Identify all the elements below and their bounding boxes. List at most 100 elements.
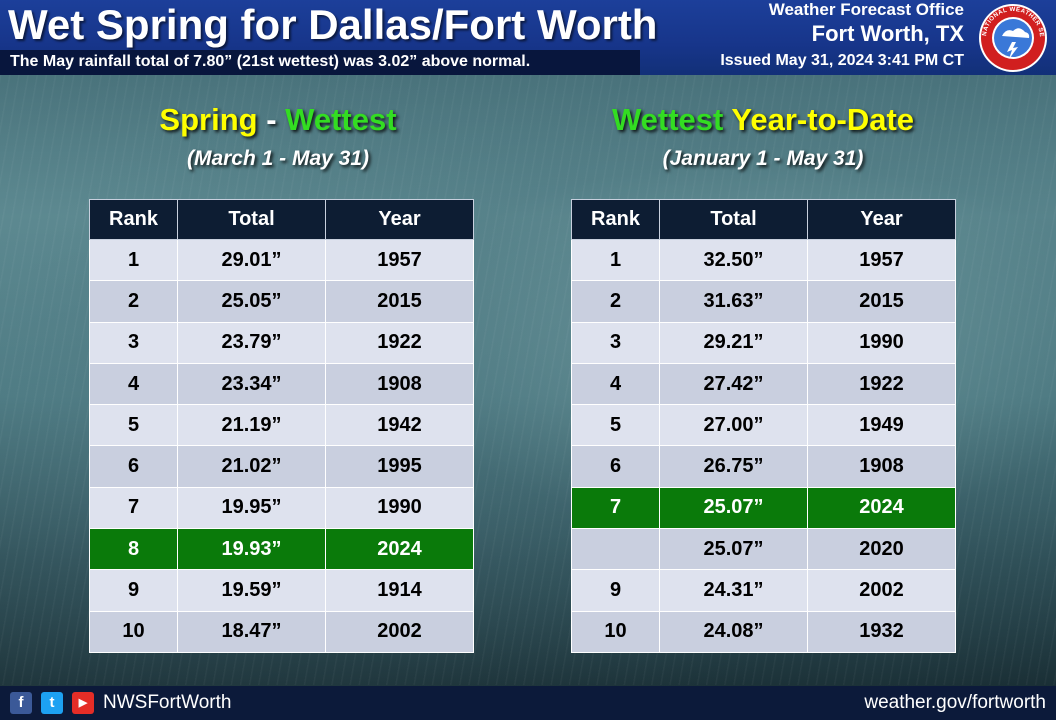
- issued-timestamp: Issued May 31, 2024 3:41 PM CT: [720, 52, 964, 69]
- rank-cell: 1: [571, 238, 660, 282]
- table-header-row: Rank Total Year: [89, 199, 474, 240]
- table-row: 5 21.19” 1942: [89, 404, 474, 447]
- table-row: 10 24.08” 1932: [571, 610, 956, 653]
- subtitle-bar: [0, 50, 640, 75]
- right-title-part2: Year-to-Date: [731, 102, 915, 137]
- rank-cell: 10: [571, 610, 660, 653]
- rank-cell: 5: [571, 404, 660, 447]
- year-cell: 1995: [325, 445, 474, 488]
- table-row: 9 19.59” 1914: [89, 569, 474, 612]
- spring-wettest-table: Rank Total Year 1 29.01” 1957 2 25.05” 2015 …: [89, 199, 474, 653]
- year-cell: 2015: [325, 280, 474, 323]
- table-header-row: Rank Total Year: [571, 199, 956, 240]
- rank-cell: 3: [571, 321, 660, 364]
- table-row: 4 23.34” 1908: [89, 362, 474, 406]
- rank-cell: 8: [89, 528, 178, 571]
- rank-cell: [571, 528, 660, 571]
- rank-cell: 3: [89, 321, 178, 364]
- year-cell: 1942: [325, 404, 474, 447]
- total-cell: 25.07”: [659, 528, 808, 571]
- table-row-highlight-2024: 8 19.93” 2024: [89, 528, 474, 571]
- year-cell: 2015: [807, 280, 956, 323]
- table-row: 25.07” 2020: [571, 528, 956, 571]
- total-cell: 29.21”: [659, 321, 808, 364]
- total-cell: 32.50”: [659, 238, 808, 282]
- rank-cell: 1: [89, 238, 178, 282]
- left-title-part1: Spring: [159, 102, 258, 137]
- rank-cell: 2: [89, 280, 178, 323]
- footer-bar: [0, 686, 1056, 720]
- year-cell: 1990: [325, 486, 474, 530]
- youtube-icon[interactable]: ▶: [72, 692, 94, 714]
- total-cell: 19.59”: [177, 569, 326, 612]
- ytd-wettest-table: Rank Total Year 1 32.50” 1957 2 31.63” 2015 …: [571, 199, 956, 653]
- office-location: Fort Worth, TX: [811, 21, 964, 46]
- facebook-icon[interactable]: f: [10, 692, 32, 714]
- total-cell: 23.79”: [177, 321, 326, 364]
- website-link[interactable]: weather.gov/fortworth: [864, 692, 1046, 713]
- left-title-part2: Wettest: [285, 102, 397, 137]
- rank-cell: 7: [571, 486, 660, 530]
- year-cell: 1922: [325, 321, 474, 364]
- total-cell: 27.42”: [659, 362, 808, 406]
- year-cell: 1908: [325, 362, 474, 406]
- year-cell: 1949: [807, 404, 956, 447]
- office-label: Weather Forecast Office: [768, 0, 964, 19]
- rank-cell: 9: [89, 569, 178, 612]
- right-title-part1: Wettest: [611, 102, 724, 137]
- table-row: 10 18.47” 2002: [89, 610, 474, 653]
- page-title: Wet Spring for Dallas/Fort Worth: [8, 1, 658, 48]
- rank-cell: 2: [571, 280, 660, 323]
- rank-cell: 6: [89, 445, 178, 488]
- table-row: 5 27.00” 1949: [571, 404, 956, 447]
- table-row: 4 27.42” 1922: [571, 362, 956, 406]
- total-column-header: Total: [177, 199, 326, 240]
- table-row: 3 23.79” 1922: [89, 321, 474, 364]
- year-cell: 2002: [807, 569, 956, 612]
- left-section-subtitle: (March 1 - May 31): [186, 147, 370, 170]
- year-column-header: Year: [807, 199, 956, 240]
- table-row-highlight-2024: 7 25.07” 2024: [571, 486, 956, 530]
- table-row: 7 19.95” 1990: [89, 486, 474, 530]
- rank-cell: 4: [89, 362, 178, 406]
- year-cell: 1922: [807, 362, 956, 406]
- right-section-title: Wettest Year-to-Date: [563, 102, 963, 138]
- table-row: 2 25.05” 2015: [89, 280, 474, 323]
- rank-column-header: Rank: [571, 199, 660, 240]
- total-cell: 27.00”: [659, 404, 808, 447]
- table-row: 2 31.63” 2015: [571, 280, 956, 323]
- social-handle[interactable]: NWSFortWorth: [103, 692, 232, 713]
- left-section-title: Spring - Wettest: [78, 102, 478, 138]
- year-cell: 2002: [325, 610, 474, 653]
- year-cell: 1990: [807, 321, 956, 364]
- rank-cell: 4: [571, 362, 660, 406]
- table-row: 1 32.50” 1957: [571, 238, 956, 282]
- total-cell: 19.95”: [177, 486, 326, 530]
- rank-cell: 5: [89, 404, 178, 447]
- total-cell: 23.34”: [177, 362, 326, 406]
- total-cell: 31.63”: [659, 280, 808, 323]
- rank-cell: 7: [89, 486, 178, 530]
- year-cell: 2020: [807, 528, 956, 571]
- nws-logo-icon: NATIONAL WEATHER SERVICE: [972, 2, 1047, 72]
- left-title-sep: -: [257, 102, 286, 137]
- total-cell: 21.02”: [177, 445, 326, 488]
- twitter-icon[interactable]: t: [41, 692, 63, 714]
- total-cell: 19.93”: [177, 528, 326, 571]
- year-cell: 1957: [325, 238, 474, 282]
- total-cell: 18.47”: [177, 610, 326, 653]
- total-cell: 25.05”: [177, 280, 326, 323]
- total-cell: 26.75”: [659, 445, 808, 488]
- total-cell: 24.31”: [659, 569, 808, 612]
- total-cell: 21.19”: [177, 404, 326, 447]
- year-cell: 1932: [807, 610, 956, 653]
- year-cell: 2024: [325, 528, 474, 571]
- rank-column-header: Rank: [89, 199, 178, 240]
- total-cell: 29.01”: [177, 238, 326, 282]
- table-row: 3 29.21” 1990: [571, 321, 956, 364]
- table-row: 6 26.75” 1908: [571, 445, 956, 488]
- year-cell: 2024: [807, 486, 956, 530]
- year-cell: 1908: [807, 445, 956, 488]
- year-cell: 1957: [807, 238, 956, 282]
- right-section-subtitle: (January 1 - May 31): [662, 147, 864, 170]
